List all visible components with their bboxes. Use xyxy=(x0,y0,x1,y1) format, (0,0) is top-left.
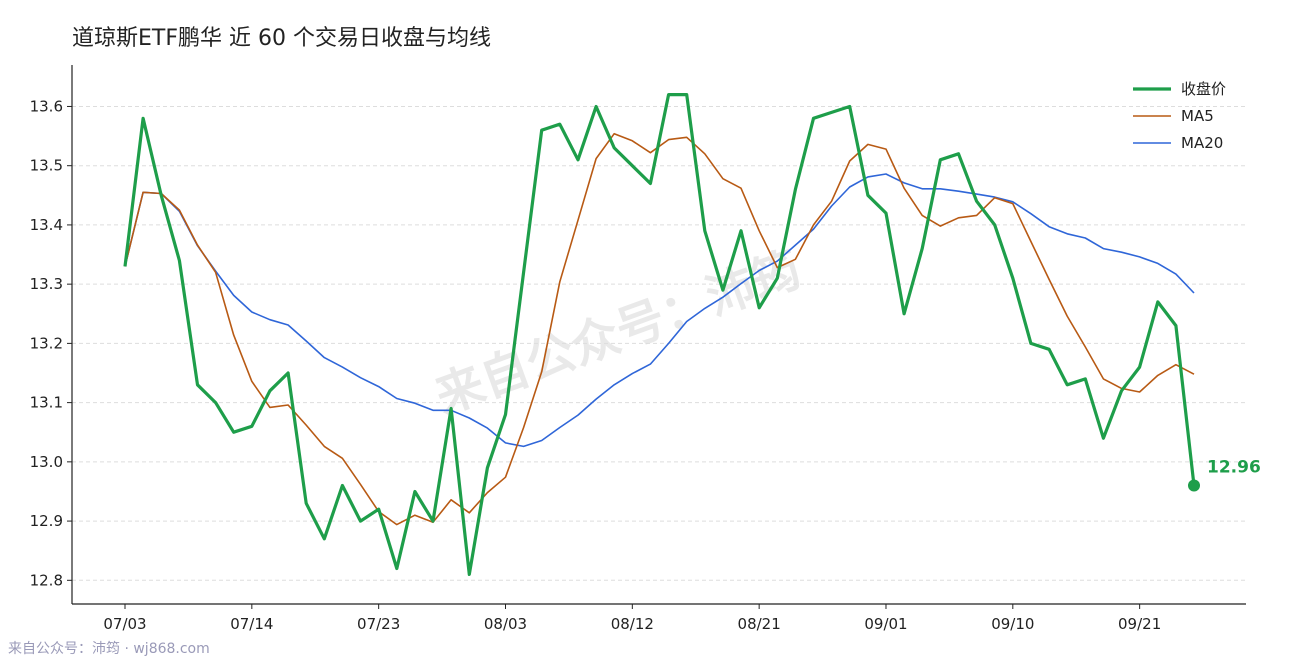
y-tick-label: 12.8 xyxy=(30,571,63,589)
y-axis-ticks: 12.8 12.9 13.0 13.1 13.2 13.3 13.4 13.5 13.6 xyxy=(30,97,72,589)
series-lines xyxy=(123,92,1196,577)
series-line-2 xyxy=(124,173,1195,448)
y-tick-label: 13.0 xyxy=(30,453,63,471)
legend-label-1: MA5 xyxy=(1181,107,1214,125)
series-line-0 xyxy=(123,92,1196,577)
last-point xyxy=(1188,479,1200,492)
y-tick-label: 13.4 xyxy=(30,216,63,234)
x-axis-ticks: 07/03 07/14 07/23 08/03 08/12 08/21 09/01 09/10… xyxy=(103,604,1161,633)
y-tick-label: 13.3 xyxy=(30,275,63,293)
chart-title: 道琼斯ETF鹏华 近 60 个交易日收盘与均线 xyxy=(72,26,491,51)
footer-source: 来自公众号：沛筠 · wj868.com xyxy=(8,641,210,657)
last-value-label: 12.96 xyxy=(1207,458,1261,478)
legend-label-0: 收盘价 xyxy=(1181,80,1226,98)
legend: 收盘价 MA5 MA20 xyxy=(1133,80,1226,152)
x-tick-label: 09/21 xyxy=(1118,615,1161,633)
x-tick-label: 08/12 xyxy=(611,615,654,633)
x-tick-label: 08/21 xyxy=(738,615,781,633)
x-tick-label: 08/03 xyxy=(484,615,527,633)
end-marker: 12.96 xyxy=(1188,458,1261,492)
legend-label-2: MA20 xyxy=(1181,134,1223,152)
y-tick-label: 12.9 xyxy=(30,512,63,530)
x-tick-label: 09/10 xyxy=(991,615,1034,633)
y-tick-label: 13.5 xyxy=(30,157,63,175)
x-tick-label: 07/14 xyxy=(230,615,273,633)
x-tick-label: 07/23 xyxy=(357,615,400,633)
x-tick-label: 07/03 xyxy=(103,615,146,633)
y-tick-label: 13.2 xyxy=(30,334,63,352)
y-tick-label: 13.6 xyxy=(30,97,63,115)
axes xyxy=(71,65,1246,605)
y-tick-label: 13.1 xyxy=(30,394,63,412)
x-tick-label: 09/01 xyxy=(864,615,907,633)
